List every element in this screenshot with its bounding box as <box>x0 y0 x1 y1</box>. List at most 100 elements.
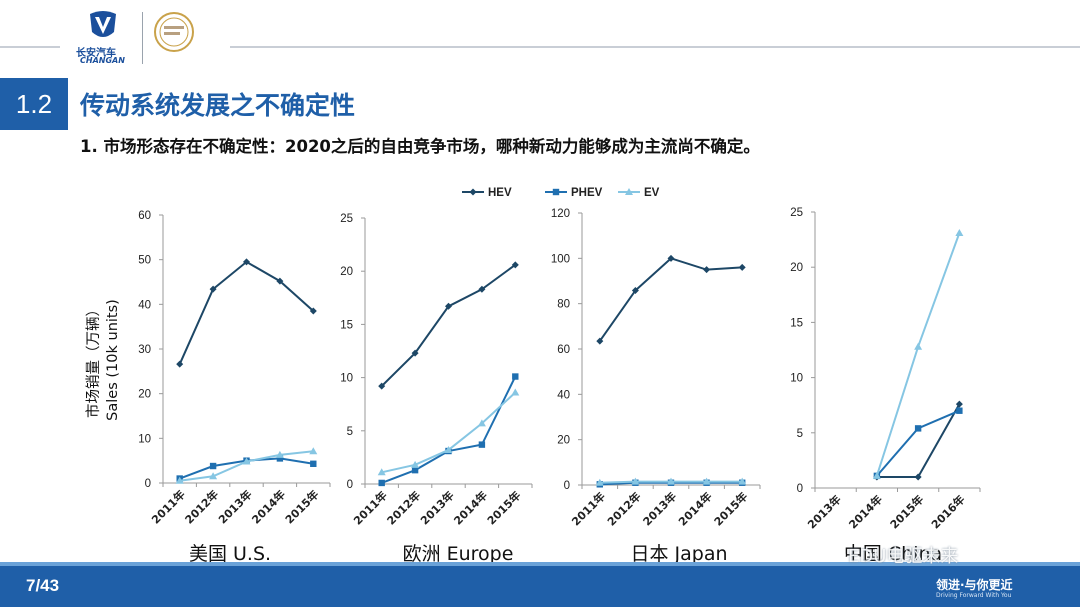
x-tick-label: 2013年 <box>640 489 679 528</box>
data-point-ev <box>477 419 486 427</box>
y-tick-label: 10 <box>340 373 353 385</box>
x-tick-label: 2016年 <box>928 492 967 531</box>
logo-divider <box>142 12 143 64</box>
data-point-ev <box>444 445 453 453</box>
y-tick-label: 0 <box>797 483 803 495</box>
y-tick-label: 10 <box>790 373 803 385</box>
data-point-hev <box>511 261 519 269</box>
plan-seal-icon <box>154 12 194 52</box>
data-point-phev <box>914 425 922 432</box>
data-point-hev <box>703 266 711 274</box>
watermark: EDU电驱未来 <box>848 546 959 567</box>
footer-slogan-en: Driving Forward With You <box>936 592 1012 599</box>
legend-swatch-marker <box>469 188 477 196</box>
y-tick-label: 20 <box>557 435 570 447</box>
series-hev <box>873 400 963 481</box>
data-point-ev <box>631 477 640 485</box>
x-tick-label: 2014年 <box>846 492 885 531</box>
data-point-ev <box>175 476 184 484</box>
page-title: 传动系统发展之不确定性 <box>80 91 356 120</box>
chart-title: 欧洲 Europe <box>403 543 514 565</box>
data-point-hev <box>209 285 217 293</box>
header-rule-right <box>230 46 1080 48</box>
data-point-phev <box>276 455 284 462</box>
chart-panel-1: 0 10 20 30 40 50 60 2011年2012年2013年2014年2015年美国… <box>85 210 331 565</box>
data-point-hev <box>596 337 604 345</box>
data-point-ev <box>702 477 711 485</box>
y-tick-label: 80 <box>557 299 570 311</box>
y-tick-label: 100 <box>551 253 570 265</box>
data-point-hev <box>176 360 184 368</box>
x-tick-label: 2014年 <box>675 489 714 528</box>
footer-slogan: 领进·与你更近 <box>936 578 1013 592</box>
data-point-ev <box>955 228 964 236</box>
legend-swatch-marker <box>625 188 633 195</box>
x-tick-label: 2015年 <box>282 487 321 526</box>
data-point-phev <box>209 462 217 470</box>
header-rule-left <box>0 46 60 48</box>
section-number: 1.2 <box>0 78 68 130</box>
changan-v-logo-icon <box>90 11 116 37</box>
logo-english: CHANGAN <box>80 56 125 65</box>
data-point-hev <box>631 287 639 295</box>
data-point-ev <box>914 342 923 350</box>
y-tick-label: 20 <box>138 389 151 401</box>
x-tick-label: 2015年 <box>887 492 926 531</box>
y-tick-label: 25 <box>790 207 803 219</box>
data-point-ev <box>242 457 251 465</box>
y-tick-label: 5 <box>347 426 353 438</box>
series-hev <box>176 258 317 368</box>
x-tick-label: 2011年 <box>569 489 608 528</box>
y-tick-label: 50 <box>138 255 151 267</box>
series-line-hev <box>380 264 516 387</box>
data-point-phev <box>378 479 385 487</box>
data-point-hev <box>309 307 317 315</box>
data-point-hev <box>276 277 284 285</box>
x-tick-label: 2012年 <box>182 487 221 526</box>
x-tick-label: 2015年 <box>711 489 750 528</box>
y-tick-label: 60 <box>557 344 570 356</box>
series-line-phev <box>876 409 960 477</box>
data-point-hev <box>445 302 452 310</box>
legend-label: PHEV <box>571 187 603 199</box>
page-subtitle: 1. 市场形态存在不确定性：2020之后的自由竞争市场，哪种新动力能够成为主流尚… <box>80 137 760 156</box>
chart-legend: HEV PHEV EV <box>462 187 660 199</box>
data-point-hev <box>914 473 922 481</box>
data-point-ev <box>377 468 386 476</box>
legend-item-ev: EV <box>618 187 660 199</box>
data-point-ev <box>595 478 604 486</box>
data-point-phev <box>411 466 419 474</box>
y-tick-label: 40 <box>138 299 151 311</box>
y-tick-label: 0 <box>347 479 353 491</box>
x-tick-label: 2013年 <box>215 487 254 526</box>
y-tick-label: 120 <box>551 208 570 220</box>
y-axis-label-line: Sales (10k units) <box>105 299 121 421</box>
data-point-hev <box>243 258 250 266</box>
data-point-phev <box>512 373 519 380</box>
chart-title: 美国 U.S. <box>189 543 271 565</box>
series-ev <box>377 388 520 476</box>
data-point-hev <box>667 254 675 262</box>
footer-bar <box>0 566 1080 607</box>
x-tick-label: 2015年 <box>484 488 523 527</box>
legend-item-phev: PHEV <box>545 187 603 199</box>
series-line-ev <box>875 232 961 477</box>
data-point-ev <box>667 477 675 485</box>
data-point-ev <box>309 447 318 455</box>
legend-swatch-marker <box>552 188 560 196</box>
data-point-hev <box>478 285 486 293</box>
series-ev <box>872 228 964 479</box>
series-line-hev <box>178 260 314 365</box>
y-tick-label: 0 <box>145 478 151 490</box>
y-tick-label: 15 <box>340 319 353 331</box>
chart-title: 日本 Japan <box>630 543 727 565</box>
legend-label: EV <box>644 187 660 199</box>
wechat-icon <box>826 545 846 561</box>
x-tick-label: 2014年 <box>249 487 288 526</box>
x-tick-label: 2013年 <box>417 488 456 527</box>
y-tick-label: 0 <box>564 480 570 492</box>
footer-stripe <box>0 562 1080 566</box>
series-line-ev <box>381 391 516 474</box>
